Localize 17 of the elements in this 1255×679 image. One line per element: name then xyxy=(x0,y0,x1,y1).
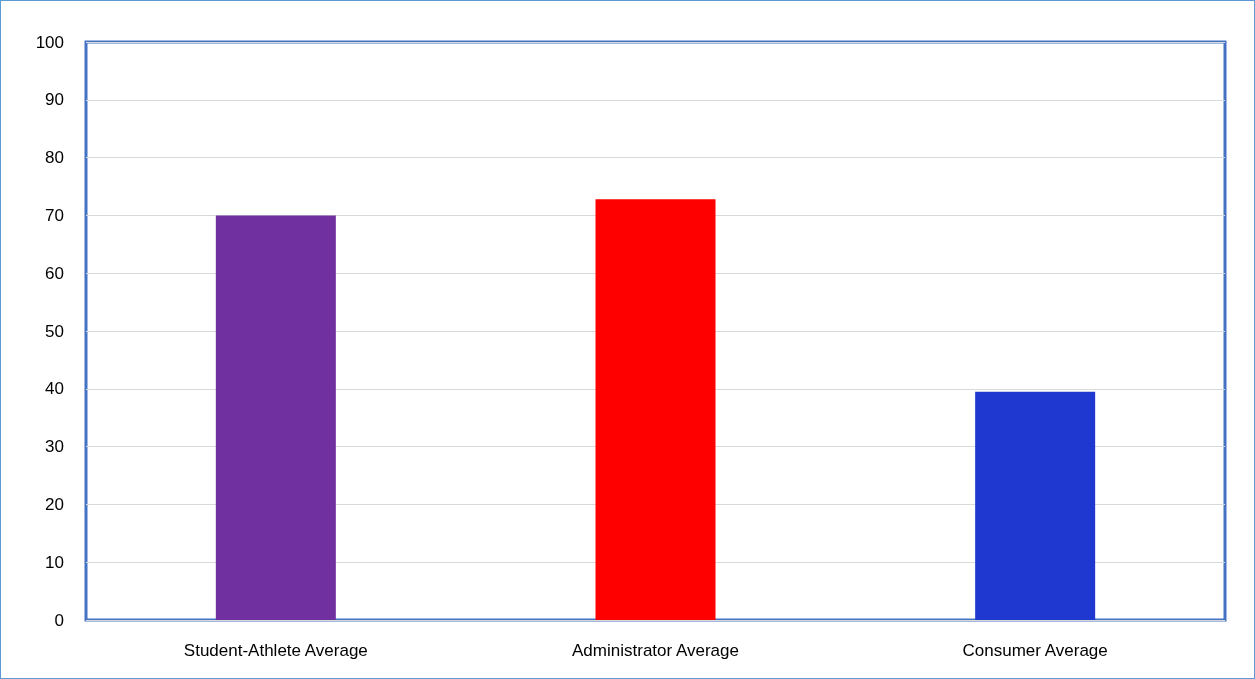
y-tick-label: 10 xyxy=(45,552,64,572)
x-tick-label: Consumer Average xyxy=(962,641,1108,660)
y-tick-label: 40 xyxy=(45,379,64,399)
y-tick-label: 30 xyxy=(45,437,64,457)
y-tick-label: 50 xyxy=(45,321,64,341)
y-tick-label: 100 xyxy=(35,32,64,52)
bar xyxy=(215,215,336,620)
y-tick-label: 60 xyxy=(45,263,64,283)
y-tick-label: 90 xyxy=(45,90,64,110)
y-tick-label: 80 xyxy=(45,148,64,168)
bar xyxy=(595,199,716,620)
x-tick-label: Student-Athlete Average xyxy=(183,641,368,660)
x-tick-label: Administrator Average xyxy=(572,641,739,660)
bar xyxy=(975,391,1096,620)
y-tick-label: 70 xyxy=(45,205,64,225)
y-tick-label: 0 xyxy=(54,610,64,630)
y-tick-label: 20 xyxy=(45,494,64,514)
